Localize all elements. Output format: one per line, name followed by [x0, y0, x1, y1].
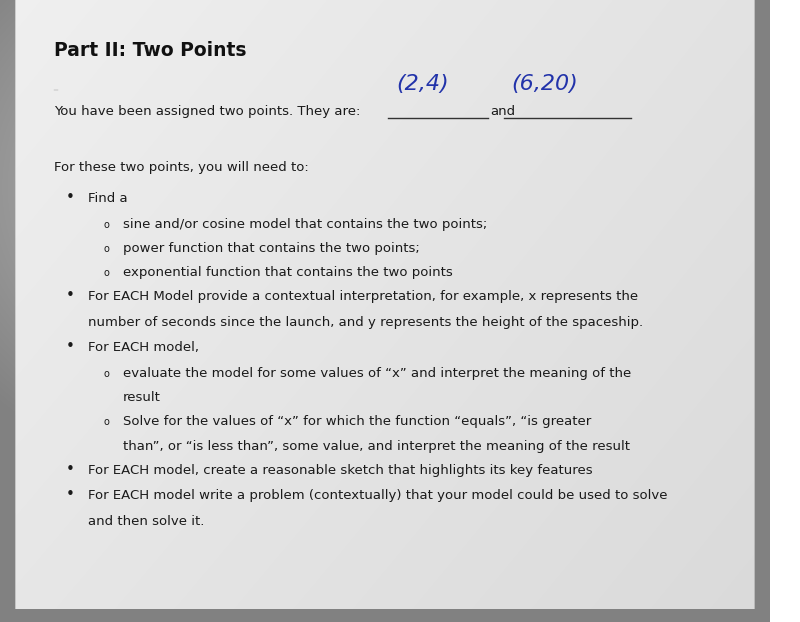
Text: For EACH model,: For EACH model,: [89, 341, 199, 355]
Text: o: o: [104, 220, 110, 230]
Text: result: result: [123, 391, 161, 404]
Text: •: •: [66, 339, 74, 355]
Text: o: o: [104, 369, 110, 379]
Text: Solve for the values of “x” for which the function “equals”, “is greater: Solve for the values of “x” for which th…: [123, 415, 591, 429]
Text: o: o: [104, 244, 110, 254]
Text: (6,20): (6,20): [511, 74, 578, 94]
Text: For EACH model, create a reasonable sketch that highlights its key features: For EACH model, create a reasonable sket…: [89, 464, 593, 477]
Text: You have been assigned two points. They are:: You have been assigned two points. They …: [54, 105, 360, 118]
Text: exponential function that contains the two points: exponential function that contains the t…: [123, 266, 453, 279]
Text: •: •: [66, 462, 74, 477]
Text: Find a: Find a: [89, 192, 128, 205]
Text: sine and/or cosine model that contains the two points;: sine and/or cosine model that contains t…: [123, 218, 487, 231]
Text: power function that contains the two points;: power function that contains the two poi…: [123, 242, 420, 255]
Text: evaluate the model for some values of “x” and interpret the meaning of the: evaluate the model for some values of “x…: [123, 366, 631, 379]
Text: •: •: [66, 190, 74, 205]
Text: and then solve it.: and then solve it.: [89, 514, 205, 527]
Text: number of seconds since the launch, and y represents the height of the spaceship: number of seconds since the launch, and …: [89, 316, 643, 329]
Text: For EACH model write a problem (contextually) that your model could be used to s: For EACH model write a problem (contextu…: [89, 490, 668, 503]
Text: •: •: [66, 289, 74, 304]
Text: For EACH Model provide a contextual interpretation, for example, x represents th: For EACH Model provide a contextual inte…: [89, 290, 638, 304]
Text: o: o: [104, 417, 110, 427]
Text: o: o: [104, 268, 110, 278]
Text: than”, or “is less than”, some value, and interpret the meaning of the result: than”, or “is less than”, some value, an…: [123, 440, 630, 453]
Text: For these two points, you will need to:: For these two points, you will need to:: [54, 161, 309, 174]
Text: (2,4): (2,4): [396, 74, 449, 94]
Text: •: •: [66, 487, 74, 503]
Text: and: and: [490, 105, 516, 118]
Text: Part II: Two Points: Part II: Two Points: [54, 41, 246, 60]
